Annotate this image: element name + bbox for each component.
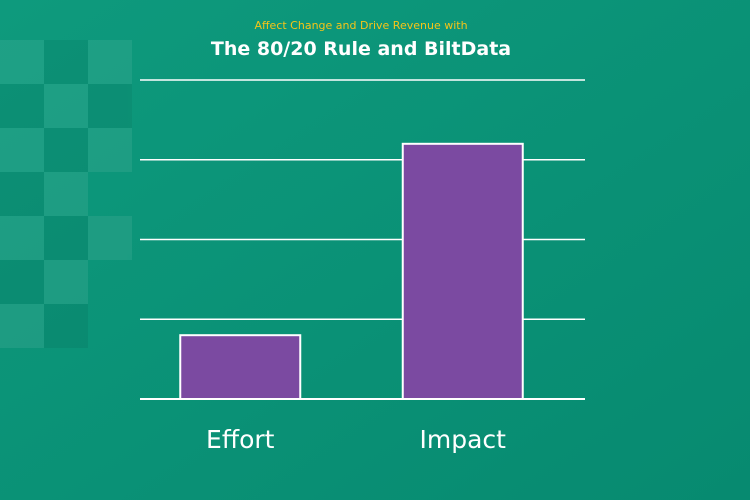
category-labels: Effort Impact bbox=[206, 425, 506, 454]
bars bbox=[179, 142, 524, 401]
chart-subtitle: Affect Change and Drive Revenue with bbox=[254, 19, 468, 32]
category-label-impact: Impact bbox=[420, 425, 507, 454]
chart-title: The 80/20 Rule and BiltData bbox=[210, 38, 512, 60]
category-label-effort: Effort bbox=[206, 425, 275, 454]
bar-effort bbox=[179, 334, 302, 401]
bar-impact bbox=[401, 142, 524, 400]
